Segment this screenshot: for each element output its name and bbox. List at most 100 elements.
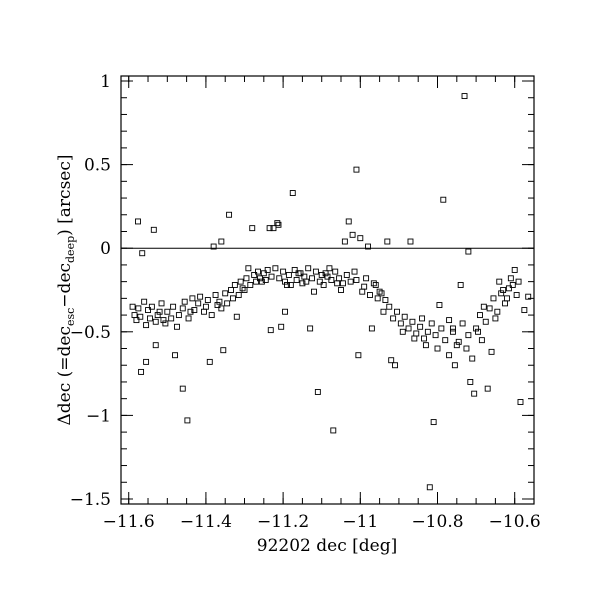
data-point <box>284 282 290 288</box>
data-point <box>175 312 182 319</box>
data-point <box>353 277 360 283</box>
data-point <box>492 315 499 322</box>
data-point <box>291 266 298 273</box>
data-point <box>345 218 352 225</box>
y-axis-title-suffix: ) [arcsec] <box>55 154 75 235</box>
data-point <box>326 265 333 272</box>
data-points <box>129 93 532 491</box>
y-tick-label: −0.5 <box>70 323 111 343</box>
data-point <box>195 300 202 307</box>
data-point <box>148 303 155 310</box>
y-axis-title-mid: −dec <box>55 263 75 308</box>
data-point <box>521 307 528 314</box>
data-point <box>202 303 209 310</box>
data-point <box>282 308 288 315</box>
data-point <box>222 290 229 297</box>
data-point <box>260 270 267 277</box>
data-point <box>226 211 233 218</box>
data-point <box>150 226 157 233</box>
data-point <box>343 272 350 278</box>
data-point <box>276 275 283 282</box>
data-point <box>473 325 480 332</box>
data-point <box>275 221 282 228</box>
data-point <box>247 282 254 288</box>
data-point <box>421 335 427 342</box>
data-point <box>388 357 395 364</box>
data-point <box>280 268 287 275</box>
data-point <box>413 330 420 337</box>
data-point <box>463 345 470 352</box>
data-point <box>511 266 518 273</box>
data-point <box>164 308 171 315</box>
data-point <box>152 342 159 349</box>
data-point <box>355 352 362 359</box>
data-point <box>174 323 180 330</box>
data-point <box>525 293 532 300</box>
y-axis-title-sub-esc: esc <box>64 308 77 326</box>
data-point <box>170 303 177 310</box>
data-point <box>465 248 472 255</box>
data-point <box>490 295 497 302</box>
data-point <box>440 196 447 203</box>
data-point <box>365 243 371 250</box>
data-point <box>233 313 240 320</box>
data-point <box>351 268 358 275</box>
data-point <box>299 280 306 287</box>
data-point <box>502 300 509 307</box>
data-point <box>376 288 383 295</box>
data-point <box>513 292 520 298</box>
data-point <box>363 275 370 282</box>
data-point <box>394 308 400 315</box>
data-point <box>407 238 414 245</box>
data-point <box>330 427 337 434</box>
data-point <box>370 280 377 287</box>
data-point <box>484 385 491 392</box>
data-point <box>179 385 186 392</box>
data-point <box>475 328 481 335</box>
data-point <box>145 307 151 314</box>
data-point <box>257 275 263 282</box>
y-tick-label: 0 <box>100 239 111 259</box>
x-tick-label: −10.8 <box>411 512 463 532</box>
data-point <box>380 308 387 315</box>
data-point <box>449 325 456 332</box>
data-point <box>457 282 464 288</box>
data-point <box>465 332 472 339</box>
data-point <box>264 266 271 273</box>
data-point <box>507 275 514 282</box>
data-point <box>282 278 288 285</box>
data-point <box>245 265 252 272</box>
data-point <box>338 287 344 293</box>
data-point <box>374 295 381 302</box>
y-axis-title: Δdec (=decesc−decdeep) [arcsec] <box>55 154 77 425</box>
data-point <box>168 315 175 322</box>
data-point <box>419 315 426 322</box>
data-point <box>480 303 487 310</box>
data-point <box>434 345 441 352</box>
data-point <box>138 368 145 375</box>
data-point <box>368 325 375 332</box>
data-point <box>212 292 219 298</box>
data-point <box>129 303 136 310</box>
data-point <box>496 278 503 285</box>
data-point <box>347 278 354 285</box>
y-tick-label: 0.5 <box>84 156 111 176</box>
data-point <box>422 342 429 349</box>
data-point <box>181 298 188 305</box>
data-point <box>229 295 236 302</box>
data-point <box>318 272 325 278</box>
data-point <box>210 243 217 250</box>
data-point <box>438 325 445 332</box>
data-point <box>367 292 373 298</box>
data-point <box>349 231 356 238</box>
data-point <box>446 317 453 324</box>
data-point <box>162 320 169 327</box>
data-point <box>405 325 412 332</box>
data-point <box>314 389 321 395</box>
data-point <box>328 277 335 283</box>
data-point <box>274 220 281 227</box>
data-point <box>482 318 489 325</box>
data-point <box>500 287 507 293</box>
data-point <box>382 297 389 303</box>
